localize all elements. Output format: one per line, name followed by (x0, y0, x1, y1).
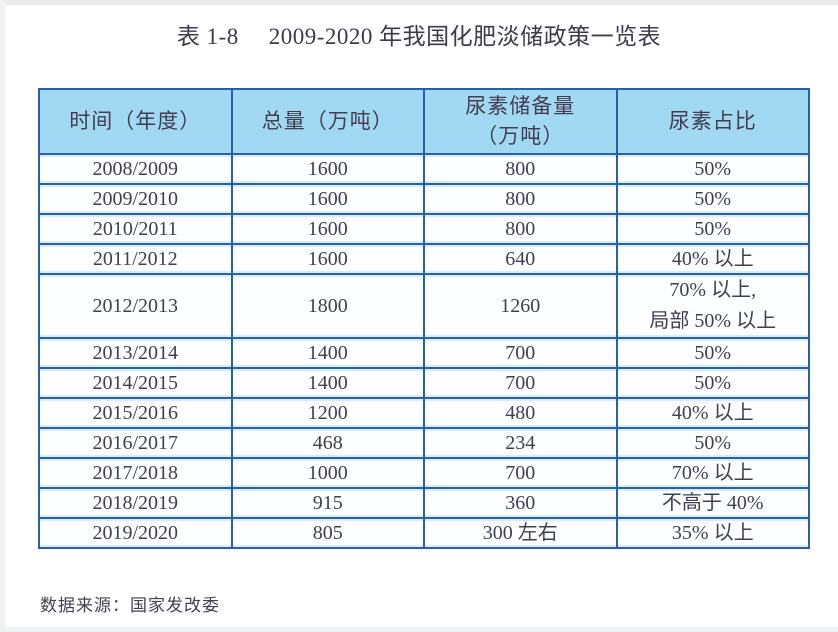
table-cell: 40% 以上 (615, 397, 810, 429)
table-cell: 2016/2017 (38, 427, 233, 459)
table-row: 2018/2019 915 360 不高于 40% (38, 487, 810, 519)
table-cell: 2008/2009 (38, 153, 233, 185)
table-cell: 2018/2019 (38, 487, 233, 519)
table-row: 2012/2013 1800 1260 70% 以上, 局部 50% 以上 (38, 273, 810, 339)
table-cell: 800 (423, 153, 618, 185)
table-cell: 700 (423, 367, 618, 399)
page-edge-left (0, 0, 5, 632)
table-cell: 800 (423, 213, 618, 245)
data-source-note: 数据来源：国家发改委 (40, 596, 220, 615)
table-cell: 805 (230, 517, 425, 549)
table-cell: 1400 (230, 337, 425, 369)
table-cell: 70% 以上 (615, 457, 810, 489)
table-header: 时间（年度） 总量（万吨） 尿素储备量 （万吨） 尿素占比 (38, 88, 810, 155)
table-number: 表 1-8 (176, 24, 239, 49)
table-row: 2013/2014 1400 700 50% (38, 337, 810, 369)
table-cell: 1600 (230, 153, 425, 185)
table-cell: 2017/2018 (38, 457, 233, 489)
table-row: 2015/2016 1200 480 40% 以上 (38, 397, 810, 429)
table-cell: 1600 (230, 213, 425, 245)
table-cell: 50% (615, 153, 810, 185)
table-cell: 40% 以上 (615, 243, 810, 275)
fertilizer-policy-table: 时间（年度） 总量（万吨） 尿素储备量 （万吨） 尿素占比 2008/2009 1600… (38, 88, 810, 549)
column-header-2: 尿素储备量 （万吨） (423, 88, 618, 155)
table-cell: 不高于 40% (615, 487, 810, 519)
header-row: 时间（年度） 总量（万吨） 尿素储备量 （万吨） 尿素占比 (38, 88, 810, 155)
table-cell: 2015/2016 (38, 397, 233, 429)
table-row: 2017/2018 1000 700 70% 以上 (38, 457, 810, 489)
table-row: 2010/2011 1600 800 50% (38, 213, 810, 245)
table-cell: 915 (230, 487, 425, 519)
table-cell: 1800 (230, 273, 425, 339)
table-cell: 1600 (230, 243, 425, 275)
table-body: 2008/2009 1600 800 50% 2009/2010 1600 800 50% 20… (38, 153, 810, 549)
table-row: 2019/2020 805 300 左右 35% 以上 (38, 517, 810, 549)
table-cell: 2014/2015 (38, 367, 233, 399)
table-cell: 700 (423, 457, 618, 489)
table-cell: 640 (423, 243, 618, 275)
table-row: 2016/2017 468 234 50% (38, 427, 810, 459)
column-header-1: 总量（万吨） (230, 88, 425, 155)
table-cell: 360 (423, 487, 618, 519)
table-row: 2008/2009 1600 800 50% (38, 153, 810, 185)
table-cell: 1600 (230, 183, 425, 215)
table-cell: 1400 (230, 367, 425, 399)
page-edge-top (0, 0, 838, 5)
table-cell: 2009/2010 (38, 183, 233, 215)
table-cell: 70% 以上, 局部 50% 以上 (615, 273, 810, 339)
table-row: 2014/2015 1400 700 50% (38, 367, 810, 399)
table-cell: 50% (615, 367, 810, 399)
table-cell: 1000 (230, 457, 425, 489)
table-cell: 35% 以上 (615, 517, 810, 549)
table-title-text: 2009-2020 年我国化肥淡储政策一览表 (268, 24, 662, 49)
table-row: 2009/2010 1600 800 50% (38, 183, 810, 215)
table-cell: 300 左右 (423, 517, 618, 549)
table-title: 表 1-8 2009-2020 年我国化肥淡储政策一览表 (0, 17, 838, 51)
table-cell: 2012/2013 (38, 273, 233, 339)
table-cell: 50% (615, 213, 810, 245)
table-cell: 50% (615, 337, 810, 369)
table-cell: 2011/2012 (38, 243, 233, 275)
table-cell: 50% (615, 183, 810, 215)
table-cell: 480 (423, 397, 618, 429)
table-cell: 800 (423, 183, 618, 215)
column-header-0: 时间（年度） (38, 88, 233, 155)
table-cell: 2013/2014 (38, 337, 233, 369)
table-cell: 700 (423, 337, 618, 369)
table-cell: 2019/2020 (38, 517, 233, 549)
page-edge-bottom (0, 627, 838, 632)
column-header-3: 尿素占比 (615, 88, 810, 155)
table-cell: 1200 (230, 397, 425, 429)
table-cell: 468 (230, 427, 425, 459)
table-cell: 2010/2011 (38, 213, 233, 245)
table-row: 2011/2012 1600 640 40% 以上 (38, 243, 810, 275)
table-cell: 1260 (423, 273, 618, 339)
table-cell: 50% (615, 427, 810, 459)
table-cell: 234 (423, 427, 618, 459)
